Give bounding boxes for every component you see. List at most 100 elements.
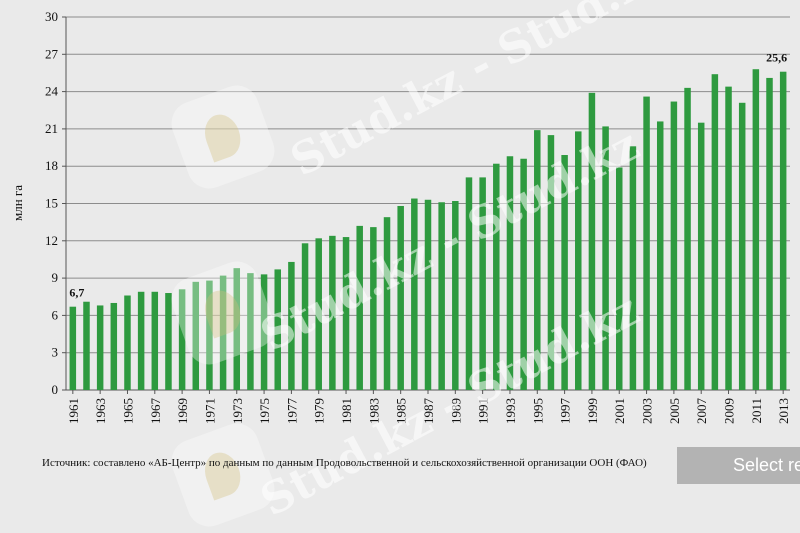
bar [315,238,322,390]
bar [670,101,678,391]
y-tick-label: 21 [45,121,58,136]
bar [83,301,90,390]
data-label: 25,6 [766,51,787,65]
bar [192,281,200,390]
bar [424,199,432,390]
bar [643,96,650,390]
bar [575,131,582,391]
bar [260,274,268,390]
bar [137,291,145,390]
bar [411,198,418,390]
y-tick-label: 6 [52,307,59,322]
data-labels: 6,7 25,6 [69,51,787,300]
bar [697,122,705,390]
bar [465,177,473,390]
x-tick-label: 2007 [694,398,709,425]
bar [397,205,404,390]
bar [534,130,541,391]
x-tick-label: 1999 [585,398,600,424]
bar [725,86,732,391]
bar [165,293,172,390]
x-tick-label: 1997 [558,398,573,425]
bar [588,92,596,391]
x-tick-label: 1967 [148,398,163,425]
x-tick-label: 2013 [776,398,791,424]
bar [479,177,486,390]
data-label: 6,7 [69,286,84,300]
x-tick-label: 2009 [722,398,737,424]
bar [711,74,719,391]
bar [506,156,514,390]
y-tick-label: 3 [52,345,59,360]
bar [247,273,254,390]
x-tick-label: 1969 [175,398,190,424]
bar [383,217,391,390]
x-tick-label: 2001 [612,398,627,424]
bar [752,69,760,390]
x-tick-label: 1963 [93,398,108,424]
y-tick-label: 0 [52,382,59,397]
bar [438,202,445,390]
bar [301,243,309,390]
bar [124,295,131,390]
x-tick-label: 1989 [448,398,463,424]
x-tick-label: 1987 [421,398,436,425]
bar [288,261,295,390]
y-tick-label: 30 [45,9,58,24]
bar [738,102,746,390]
y-tick-label: 27 [45,46,59,61]
select-button[interactable]: Select re [677,447,800,484]
y-axis-label: млн га [10,185,25,221]
bar [779,71,787,390]
bar [520,158,527,390]
bar [493,163,500,390]
x-tick-label: 1961 [66,398,81,424]
y-tick-label: 15 [45,196,58,211]
bar [233,268,241,390]
x-tick-label: 1975 [257,398,272,424]
bar [684,87,691,391]
y-tick-label: 24 [45,84,59,99]
bar [356,225,363,390]
x-tick-label: 1983 [366,398,381,424]
bar [547,135,555,390]
bar [178,289,186,390]
bar [151,291,159,390]
bar [561,155,568,390]
bar [615,167,623,390]
bar [452,201,459,390]
bar [206,280,213,390]
x-tick-label: 1977 [284,398,299,425]
bar [766,77,773,390]
bar-chart: 0 3 6 9 12 15 18 21 24 27 30 1961 1963 1965 1967 1969 1… [10,9,791,424]
bar [96,305,104,390]
bar [329,235,336,390]
x-tick-label: 2011 [749,398,764,424]
x-axis-ticks: 1961 1963 1965 1967 1969 1971 1973 1975 1977 1979… [66,390,791,424]
y-axis-ticks: 0 3 6 9 12 15 18 21 24 27 30 [45,9,66,397]
bar [370,227,377,390]
y-tick-label: 18 [45,158,58,173]
bar [110,302,118,390]
source-note: Источник: составлено «АБ-Центр» по данны… [42,457,647,469]
bar [629,146,637,390]
bar [602,126,609,390]
bar [342,237,350,390]
x-tick-label: 1973 [230,398,245,424]
bar [274,269,281,390]
x-tick-label: 2003 [640,398,655,424]
bar [656,121,664,390]
x-tick-label: 1985 [394,398,409,424]
bar [219,275,227,390]
bars [69,69,787,391]
x-tick-label: 1991 [476,398,491,424]
y-tick-label: 9 [52,270,59,285]
x-tick-label: 1993 [503,398,518,424]
bar [69,306,77,390]
y-tick-label: 12 [45,233,58,248]
x-tick-label: 1971 [202,398,217,424]
x-tick-label: 1981 [339,398,354,424]
x-tick-label: 2005 [667,398,682,424]
x-tick-label: 1995 [530,398,545,424]
x-tick-label: 1965 [120,398,135,424]
